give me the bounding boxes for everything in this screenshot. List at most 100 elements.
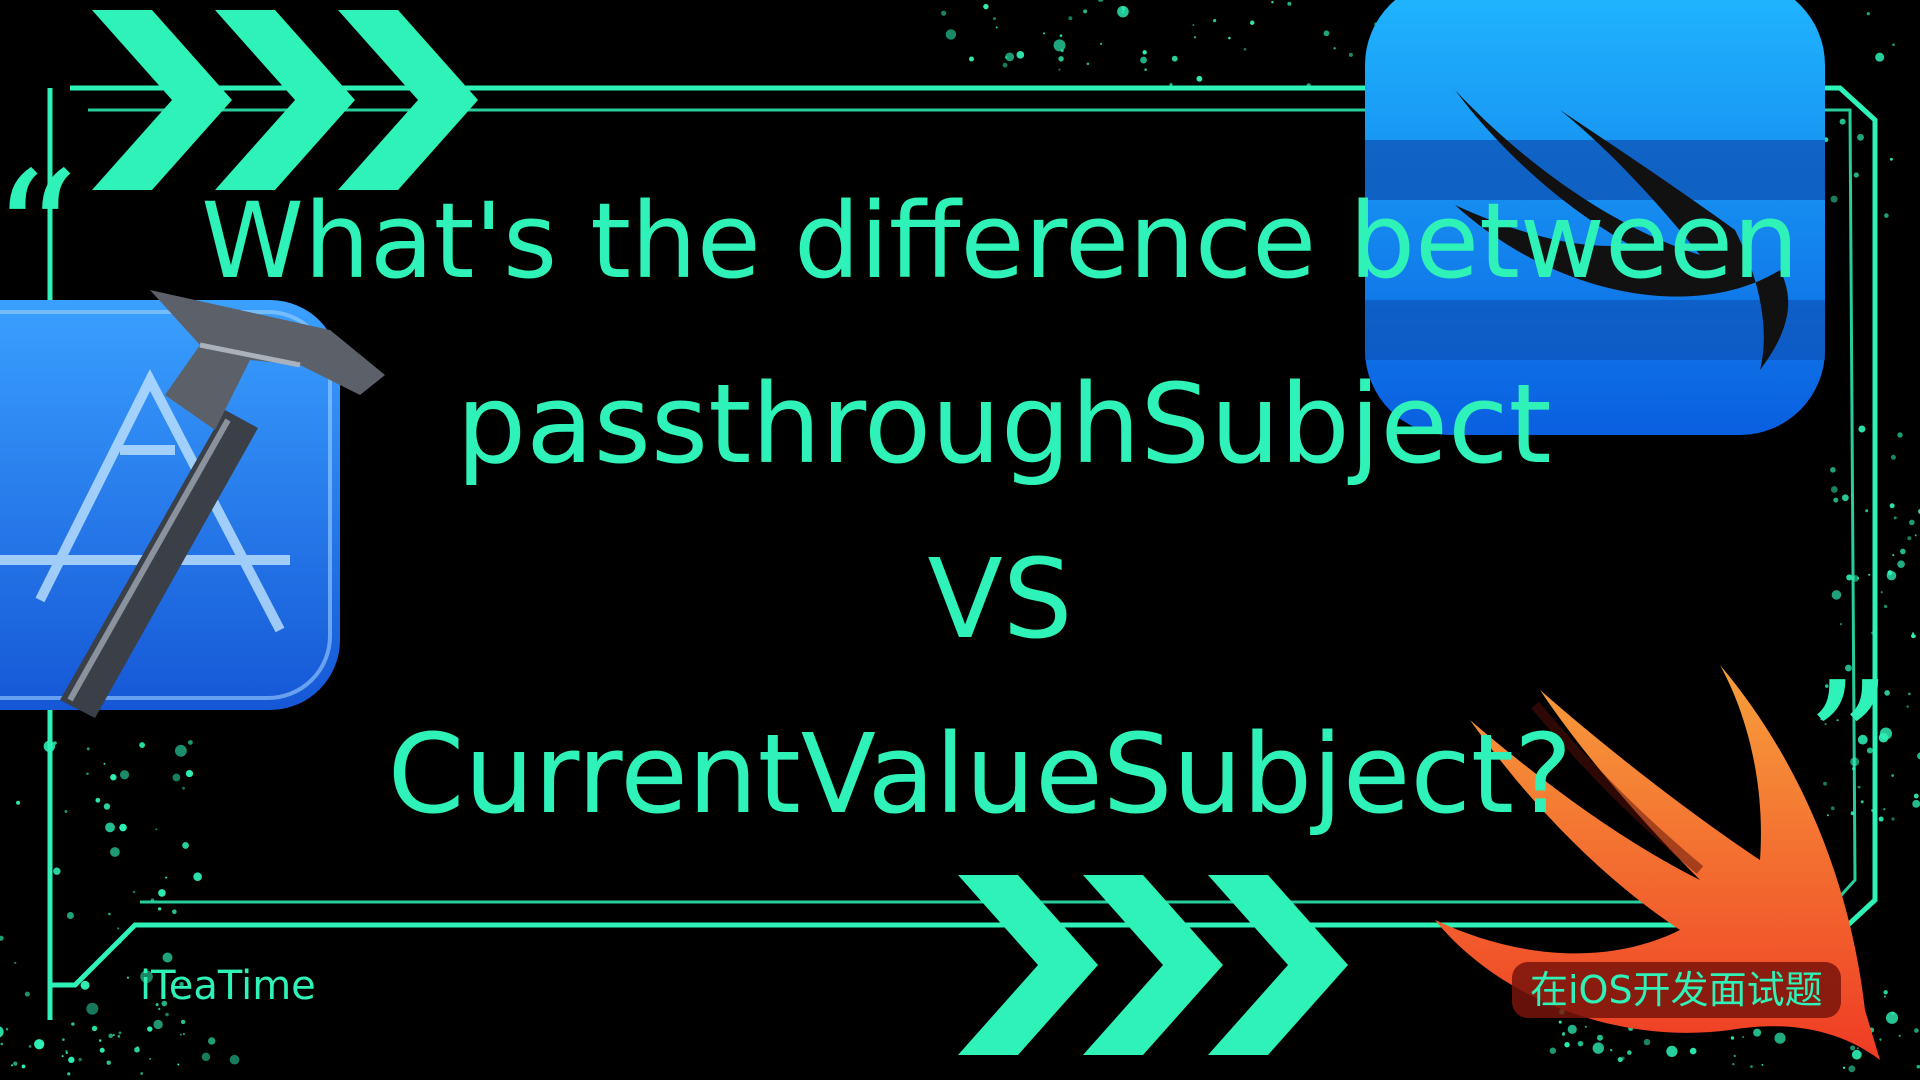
splatter-dot <box>1839 623 1843 626</box>
splatter-dot <box>1196 75 1203 82</box>
splatter-dot <box>1908 692 1911 696</box>
splatter-dot <box>1886 570 1897 581</box>
splatter-dot <box>117 927 120 930</box>
splatter-dot <box>185 769 194 778</box>
splatter-dot <box>140 970 153 983</box>
chevron-right-icon <box>1208 875 1348 1055</box>
splatter-dot <box>117 1035 121 1038</box>
splatter-dot <box>147 1026 153 1032</box>
splatter-dot <box>103 803 111 810</box>
open-quote: “ <box>0 136 79 334</box>
splatter-dot <box>1002 62 1008 68</box>
chevron-right-icon <box>958 875 1098 1055</box>
splatter-dot <box>119 770 130 780</box>
splatter-dot <box>179 1033 182 1036</box>
splatter-dot <box>1836 719 1839 722</box>
splatter-dot <box>16 800 21 805</box>
splatter-dot <box>132 890 136 894</box>
splatter-dot <box>1857 703 1864 710</box>
splatter-dot <box>86 1002 99 1015</box>
splatter-dot <box>98 1039 102 1042</box>
splatter-dot <box>1059 34 1063 37</box>
splatter-dot <box>24 991 30 997</box>
splatter-dot <box>1730 1036 1735 1040</box>
splatter-dot <box>95 797 101 803</box>
splatter-dot <box>64 810 68 814</box>
splatter-dot <box>1016 51 1025 59</box>
splatter-dot <box>193 872 202 881</box>
splatter-dot <box>1916 1064 1920 1069</box>
splatter-dot <box>1733 1054 1736 1058</box>
splatter-dot <box>1853 172 1859 178</box>
splatter-dot <box>1333 47 1336 50</box>
topic-tag: 在iOS开发面试题 <box>1512 962 1841 1018</box>
splatter-dot <box>208 1037 216 1045</box>
splatter-dot <box>1893 516 1897 520</box>
splatter-dot <box>1753 1028 1762 1037</box>
splatter-dot <box>1592 1042 1604 1054</box>
splatter-dot <box>1878 732 1889 743</box>
splatter-dot <box>71 1022 75 1026</box>
splatter-dot <box>1742 1035 1745 1039</box>
headline-line-3: VS <box>927 535 1073 663</box>
splatter-dot <box>1868 573 1871 576</box>
splatter-dot <box>1833 497 1839 503</box>
splatter-dot <box>1906 705 1909 708</box>
splatter-dot <box>1558 1020 1562 1024</box>
chevron-right-icon <box>215 10 355 190</box>
splatter-dot <box>1857 133 1864 141</box>
splatter-dot <box>10 1064 14 1067</box>
splatter-dot <box>78 1057 82 1062</box>
splatter-dot <box>13 1061 18 1066</box>
splatter-dot <box>1914 1028 1919 1033</box>
splatter-dot <box>1866 747 1873 754</box>
splatter-dot <box>1891 817 1895 821</box>
splatter-dot <box>1287 1 1292 6</box>
splatter-dot <box>80 980 90 990</box>
splatter-dot <box>1761 1063 1764 1066</box>
splatter-dot <box>172 909 177 915</box>
splatter-dot <box>99 1047 105 1053</box>
splatter-dot <box>1848 1065 1856 1073</box>
splatter-dot <box>1897 560 1905 568</box>
splatter-dot <box>86 747 90 751</box>
splatter-dot <box>1142 50 1147 55</box>
splatter-dot <box>67 1072 71 1076</box>
splatter-dot <box>162 952 173 963</box>
splatter-dot <box>993 17 997 21</box>
splatter-dot <box>1856 1047 1859 1050</box>
splatter-dot <box>1831 590 1842 600</box>
splatter-dot <box>158 1007 161 1010</box>
splatter-dot <box>1549 1047 1557 1054</box>
splatter-dot <box>1892 43 1895 46</box>
splatter-dot <box>1897 432 1903 438</box>
splatter-dot <box>1889 503 1895 509</box>
splatter-dot <box>1043 32 1046 35</box>
splatter-dot <box>21 1064 26 1069</box>
splatter-dot <box>1068 16 1073 21</box>
splatter-dot <box>1086 62 1090 66</box>
splatter-dot <box>1839 118 1846 125</box>
splatter-dot <box>65 1051 68 1055</box>
close-quote: ” <box>1805 646 1892 844</box>
splatter-dot <box>1841 494 1849 502</box>
splatter-dot <box>177 1063 180 1066</box>
splatter-dot <box>1561 1032 1565 1036</box>
splatter-dot <box>119 823 127 832</box>
splatter-dot <box>91 1025 98 1032</box>
splatter-dot <box>172 773 181 782</box>
splatter-dot <box>1596 1034 1603 1041</box>
brand-name: iTeaTime <box>140 963 316 1009</box>
splatter-dot <box>1913 793 1919 799</box>
splatter-dot <box>229 1054 240 1065</box>
splatter-dot <box>1883 604 1888 609</box>
splatter-dot <box>182 786 185 790</box>
splatter-dot <box>61 1055 64 1058</box>
splatter-dot <box>1823 781 1827 786</box>
splatter-dot <box>118 1031 122 1035</box>
splatter-dot <box>1666 1045 1678 1058</box>
splatter-dot <box>53 867 61 875</box>
splatter-dot <box>0 1026 4 1038</box>
